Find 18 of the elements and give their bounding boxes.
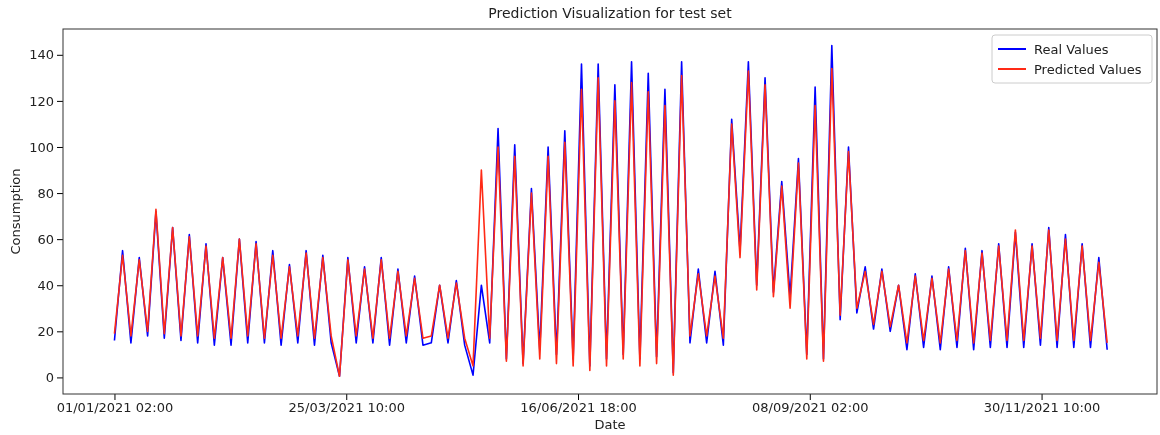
y-tick-label: 20 [37, 323, 54, 339]
x-tick-label: 25/03/2021 10:00 [288, 400, 405, 416]
x-tick-label: 01/01/2021 02:00 [56, 400, 174, 416]
chart-title: Prediction Visualization for test set [488, 5, 733, 21]
y-tick-label: 60 [37, 231, 54, 247]
legend-label: Predicted Values [1034, 62, 1142, 77]
legend-label: Real Values [1034, 42, 1109, 57]
x-axis-title: Date [594, 417, 626, 432]
x-tick-label: 16/06/2021 18:00 [520, 400, 637, 416]
x-tick-label: 30/11/2021 10:00 [983, 400, 1101, 416]
y-tick-label: 120 [29, 93, 54, 109]
y-tick-label: 0 [45, 370, 54, 386]
y-tick-label: 80 [37, 185, 54, 201]
y-axis-title: Consumption [8, 168, 23, 255]
y-tick-label: 100 [29, 139, 54, 155]
x-tick-label: 08/09/2021 02:00 [752, 400, 869, 416]
y-tick-label: 140 [29, 47, 54, 63]
y-tick-label: 40 [37, 277, 54, 293]
